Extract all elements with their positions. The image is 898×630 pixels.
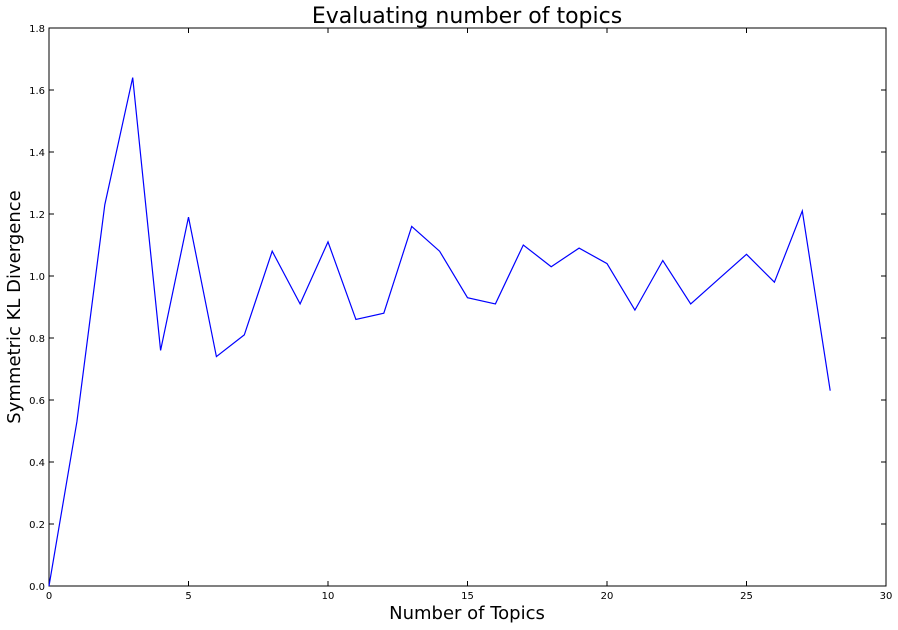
y-tick-label: 0.0	[29, 582, 45, 593]
y-axis-label: Symmetric KL Divergence	[4, 190, 25, 423]
y-tick-label: 0.4	[29, 458, 45, 469]
x-tick-label: 20	[601, 591, 614, 602]
series-group	[48, 77, 831, 587]
x-axis-label: Number of Topics	[389, 603, 545, 624]
series-line	[48, 77, 831, 587]
plot-area	[48, 27, 887, 587]
x-tick-label: 25	[740, 591, 753, 602]
y-tick-label: 0.6	[29, 396, 45, 407]
x-tick-label: 5	[185, 591, 191, 602]
chart-title: Evaluating number of topics	[312, 4, 622, 29]
x-tick-label: 15	[461, 591, 474, 602]
x-tick-label: 10	[322, 591, 335, 602]
y-tick-label: 1.8	[29, 24, 45, 35]
y-tick-label: 1.2	[29, 210, 45, 221]
x-tick-label: 0	[46, 591, 52, 602]
y-tick-label: 1.0	[29, 272, 45, 283]
y-tick-label: 0.8	[29, 334, 45, 345]
x-tick-label: 30	[880, 591, 893, 602]
y-tick-label: 1.4	[29, 148, 45, 159]
x-axis: 0 5 10 15 20 25 30	[46, 28, 893, 602]
y-axis: 0.0 0.2 0.4 0.6 0.8 1.0 1.2 1.4 1.6 1.8	[29, 24, 886, 593]
y-tick-label: 0.2	[29, 520, 45, 531]
y-tick-label: 1.6	[29, 86, 45, 97]
